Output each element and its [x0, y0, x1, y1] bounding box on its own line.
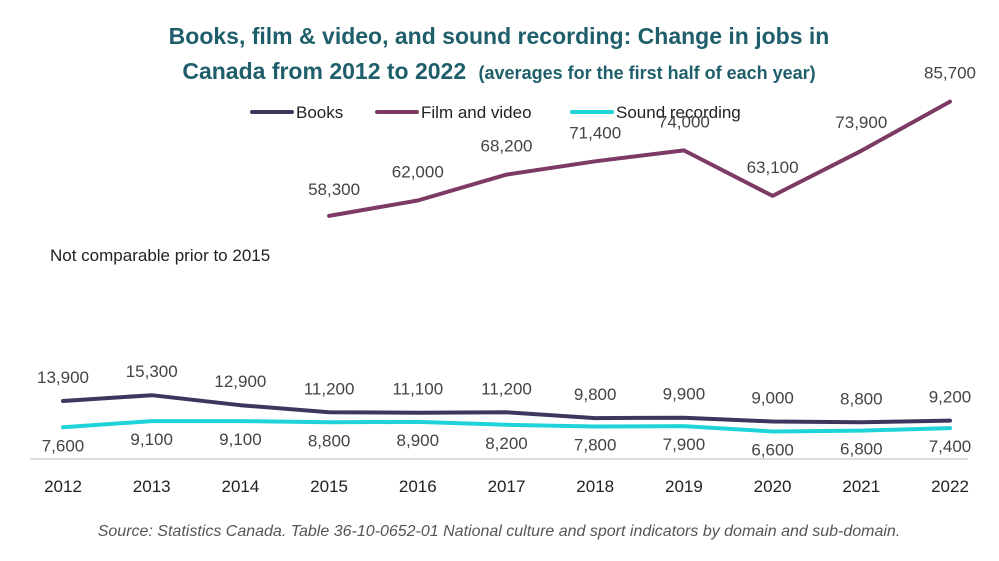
- x-tick-label-2013: 2013: [133, 477, 171, 496]
- data-label-film-and-video-2018: 71,400: [569, 123, 621, 142]
- x-tick-label-2022: 2022: [931, 477, 969, 496]
- x-axis-ticks: 2012 2013 2014 2015 2016 2017 2018 2019 2020 2021…: [44, 477, 969, 496]
- data-label-film-and-video-2022: 85,700: [924, 64, 976, 83]
- series-line-film-and-video: [327, 99, 952, 218]
- chart-title-line-1: Books, film & video, and sound recording…: [169, 23, 830, 49]
- x-tick-label-2021: 2021: [842, 477, 880, 496]
- data-label-books-2021: 8,800: [840, 389, 883, 408]
- data-label-film-and-video-2017: 68,200: [481, 137, 533, 156]
- legend: Books Film and video Sound recording: [250, 103, 741, 122]
- series-line-sound-recording: [61, 419, 952, 434]
- x-tick-label-2020: 2020: [754, 477, 792, 496]
- data-label-books-2019: 9,900: [663, 385, 706, 404]
- data-label-books-2015: 11,200: [304, 379, 355, 398]
- data-label-film-and-video-2021: 73,900: [835, 113, 887, 132]
- data-label-film-and-video-2015: 58,300: [308, 180, 360, 199]
- x-tick-label-2019: 2019: [665, 477, 703, 496]
- x-tick-label-2018: 2018: [576, 477, 614, 496]
- x-tick-label-2012: 2012: [44, 477, 82, 496]
- x-tick-label-2017: 2017: [488, 477, 526, 496]
- x-tick-label-2016: 2016: [399, 477, 437, 496]
- annotation-not-comparable: Not comparable prior to 2015: [50, 246, 270, 265]
- legend-label-books: Books: [296, 103, 343, 122]
- data-label-sound-recording-2019: 7,900: [663, 435, 706, 454]
- data-label-sound-recording-2022: 7,400: [929, 437, 972, 456]
- data-label-sound-recording-2018: 7,800: [574, 435, 617, 454]
- data-label-books-2022: 9,200: [929, 388, 972, 407]
- series-line-books: [61, 393, 952, 425]
- chart-title-line-2-main: Canada from 2012 to 2022: [182, 58, 466, 84]
- data-label-books-2014: 12,900: [214, 372, 266, 391]
- x-tick-label-2015: 2015: [310, 477, 348, 496]
- chart-title-line-2-small: (averages for the first half of each yea…: [479, 63, 816, 83]
- data-label-sound-recording-2020: 6,600: [751, 440, 794, 459]
- data-label-sound-recording-2016: 8,900: [397, 431, 440, 450]
- data-label-books-2016: 11,100: [392, 380, 443, 399]
- data-label-sound-recording-2014: 9,100: [219, 430, 262, 449]
- data-labels: 13,900 15,300 12,900 11,200 11,100 11,200 9,80…: [37, 64, 976, 460]
- data-label-film-and-video-2020: 63,100: [747, 158, 799, 177]
- legend-label-sound-recording: Sound recording: [616, 103, 741, 122]
- data-label-sound-recording-2012: 7,600: [42, 436, 85, 455]
- data-label-sound-recording-2021: 6,800: [840, 440, 883, 459]
- data-label-books-2017: 11,200: [481, 379, 532, 398]
- legend-label-film-and-video: Film and video: [421, 103, 532, 122]
- series-lines: [61, 99, 952, 434]
- data-label-sound-recording-2017: 8,200: [485, 434, 528, 453]
- data-label-sound-recording-2013: 9,100: [130, 430, 173, 449]
- data-label-books-2012: 13,900: [37, 368, 89, 387]
- source-note: Source: Statistics Canada. Table 36-10-0…: [98, 523, 901, 540]
- data-label-sound-recording-2015: 8,800: [308, 431, 351, 450]
- data-label-film-and-video-2019: 74,000: [658, 112, 710, 131]
- data-label-books-2020: 9,000: [751, 388, 794, 407]
- chart-title-line-2: Canada from 2012 to 2022 (averages for t…: [182, 58, 815, 84]
- data-label-books-2018: 9,800: [574, 385, 617, 404]
- data-label-books-2013: 15,300: [126, 362, 178, 381]
- data-label-film-and-video-2016: 62,000: [392, 162, 444, 181]
- x-tick-label-2014: 2014: [221, 477, 259, 496]
